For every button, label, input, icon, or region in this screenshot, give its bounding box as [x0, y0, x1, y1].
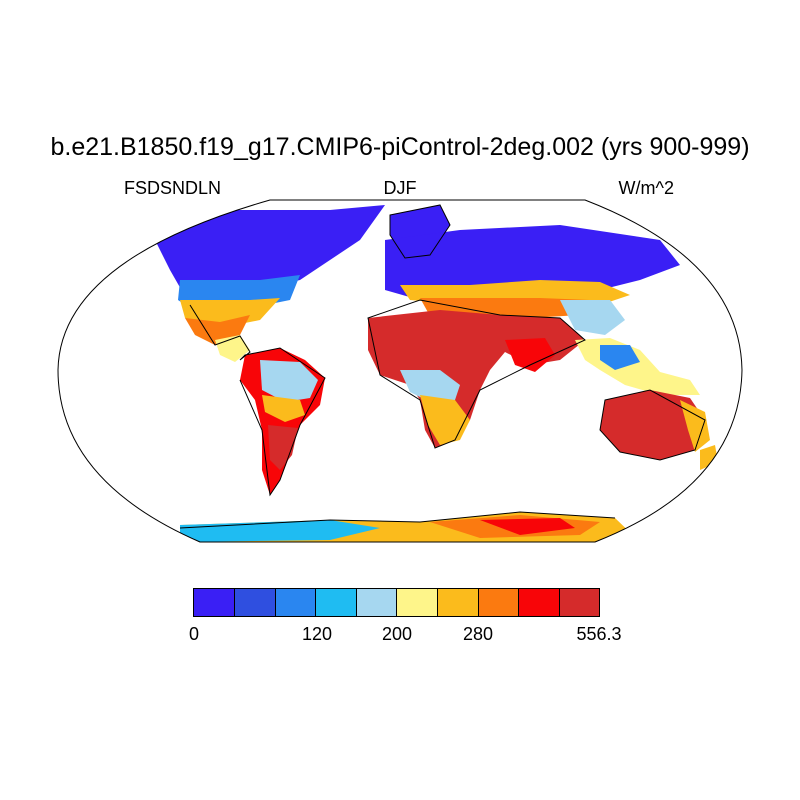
colorbar-box	[234, 588, 276, 617]
colorbar-box	[356, 588, 398, 617]
variable-name: FSDSNDLN	[124, 178, 222, 198]
colorbar-box	[559, 588, 600, 617]
colorbar-box	[315, 588, 357, 617]
colorbar	[193, 588, 600, 617]
colorbar-label: 556.3	[576, 624, 622, 644]
plot-title: b.e21.B1850.f19_g17.CMIP6-piControl-2deg…	[50, 133, 750, 161]
map-projection-border	[57, 199, 743, 543]
colorbar-box	[275, 588, 317, 617]
season-label: DJF	[383, 178, 417, 198]
units-label: W/m^2	[618, 178, 674, 198]
colorbar-box	[193, 588, 235, 617]
colorbar-label: 120	[301, 624, 333, 644]
colorbar-label: 200	[381, 624, 413, 644]
colorbar-label: 0	[188, 624, 200, 644]
colorbar-box	[478, 588, 520, 617]
land-fields	[150, 205, 718, 542]
colorbar-label: 280	[462, 624, 494, 644]
coastlines	[179, 204, 706, 529]
colorbar-box	[396, 588, 438, 617]
colorbar-box	[518, 588, 560, 617]
colorbar-box	[437, 588, 479, 617]
